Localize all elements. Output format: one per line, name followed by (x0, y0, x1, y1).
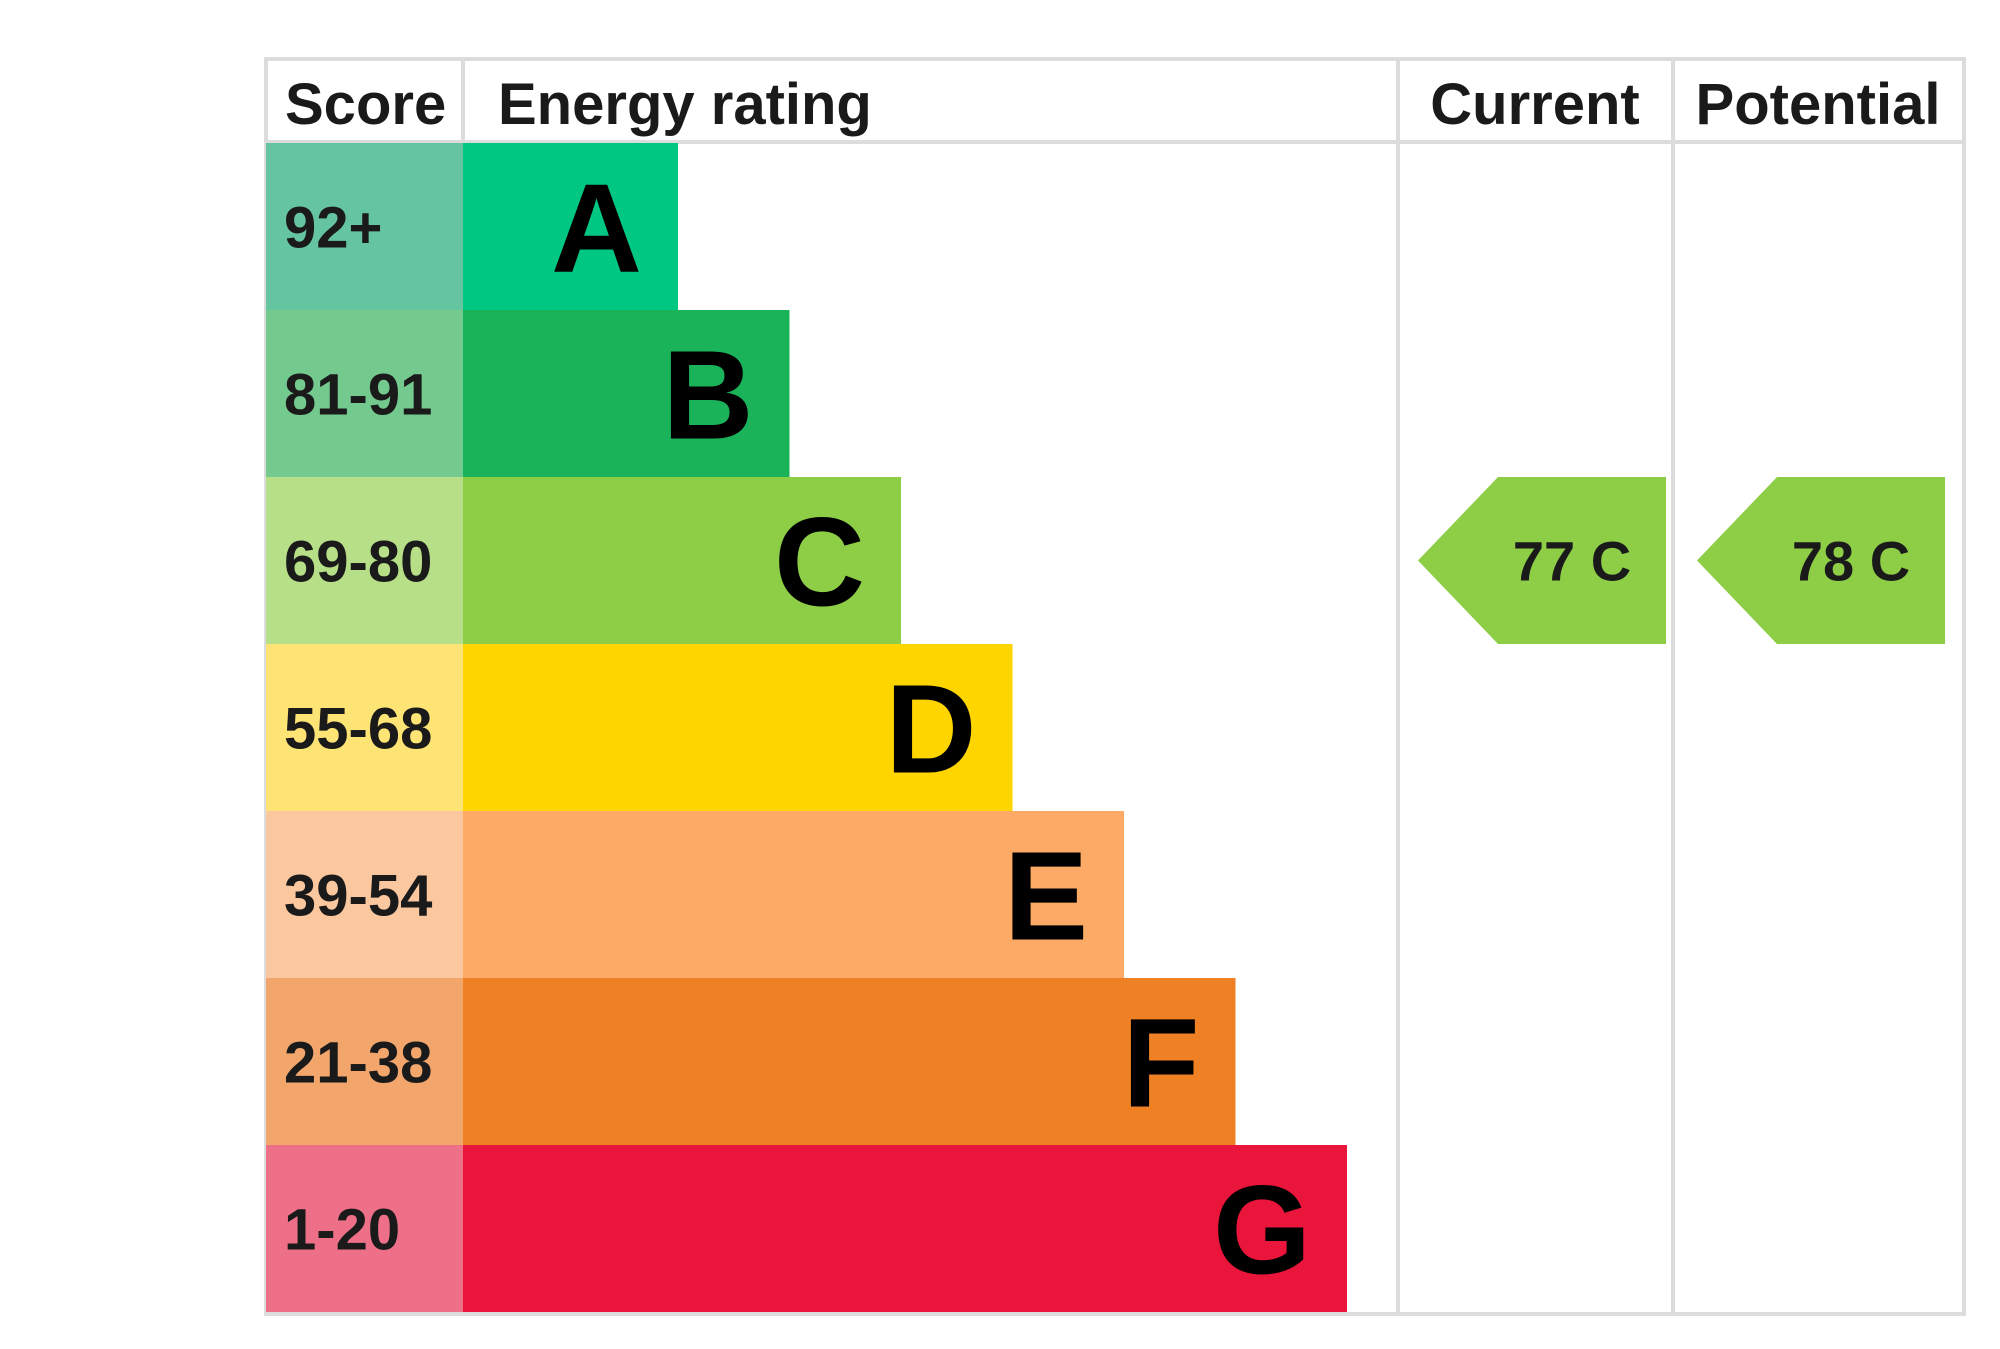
score-cell-b (266, 310, 463, 477)
band-letter-d: D (886, 659, 977, 800)
rating-bands: 92+ A 81-91 B 69-80 C 55-68 D 39-54 E 21-38 F 1-20 G (266, 143, 1347, 1312)
band-bar-a (463, 143, 678, 310)
band-bar-e (463, 811, 1124, 978)
potential-rating-marker (1697, 477, 1945, 644)
band-letter-b: B (663, 325, 754, 466)
band-letter-g: G (1213, 1160, 1311, 1301)
score-label-g: 1-20 (284, 1198, 400, 1263)
score-cell-d (266, 644, 463, 811)
score-label-c: 69-80 (284, 530, 432, 595)
band-bar-d (463, 644, 1013, 811)
band-bar-g (463, 1145, 1347, 1312)
score-label-a: 92+ (284, 196, 382, 261)
header-score: Score (285, 72, 446, 137)
current-rating-marker (1418, 477, 1666, 644)
score-cell-a (266, 143, 463, 310)
rating-markers: 77 C 78 C (1418, 477, 1945, 644)
band-bar-f (463, 978, 1236, 1145)
current-rating-marker-label: 77 C (1513, 530, 1631, 593)
score-cell-c (266, 477, 463, 644)
band-bar-c (463, 477, 901, 644)
band-letter-c: C (774, 492, 865, 633)
band-bar-b (463, 310, 790, 477)
score-label-d: 55-68 (284, 697, 432, 762)
header-current: Current (1430, 72, 1639, 137)
score-cell-e (266, 811, 463, 978)
score-cell-f (266, 978, 463, 1145)
potential-rating-marker-label: 78 C (1792, 530, 1910, 593)
score-label-b: 81-91 (284, 363, 432, 428)
band-letter-f: F (1123, 993, 1200, 1134)
header-potential: Potential (1696, 72, 1941, 137)
score-label-e: 39-54 (284, 864, 432, 929)
score-cell-g (266, 1145, 463, 1312)
header-energy-rating: Energy rating (498, 72, 872, 137)
score-label-f: 21-38 (284, 1031, 432, 1096)
band-letter-a: A (551, 158, 642, 299)
band-letter-e: E (1004, 826, 1088, 967)
